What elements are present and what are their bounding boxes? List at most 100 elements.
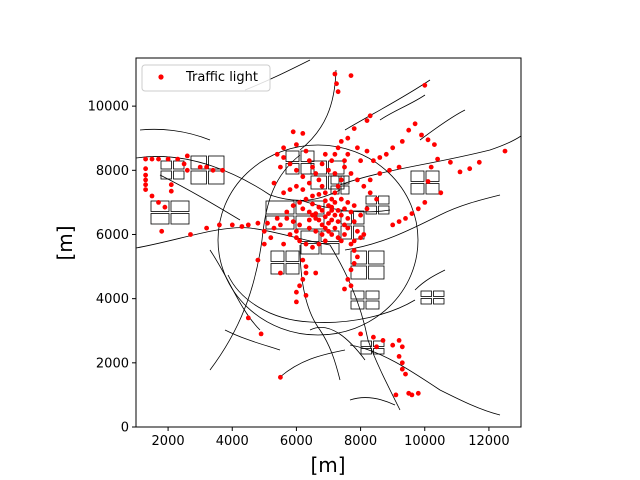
traffic-light-point bbox=[345, 277, 351, 282]
traffic-light-point bbox=[412, 121, 418, 127]
traffic-light-point bbox=[322, 198, 328, 204]
road-segment bbox=[349, 344, 501, 416]
traffic-light-point bbox=[367, 113, 373, 119]
building-block bbox=[150, 213, 170, 225]
y-tick-label: 0 bbox=[121, 421, 129, 436]
legend-marker bbox=[158, 74, 164, 80]
traffic-light-point bbox=[425, 179, 431, 184]
traffic-light-point bbox=[306, 217, 312, 223]
building-block bbox=[265, 200, 295, 215]
ring-road bbox=[217, 144, 419, 336]
building-block bbox=[270, 250, 285, 262]
traffic-light-point bbox=[332, 190, 338, 196]
traffic-light-point bbox=[432, 142, 437, 148]
building-block bbox=[425, 170, 440, 182]
traffic-light-point bbox=[335, 208, 341, 213]
traffic-light-point bbox=[156, 200, 161, 205]
traffic-light-point bbox=[338, 196, 344, 202]
x-tick-label: 4000 bbox=[216, 434, 249, 449]
traffic-light-point bbox=[316, 204, 322, 210]
traffic-light-point bbox=[332, 212, 338, 218]
traffic-light-point bbox=[399, 360, 405, 366]
traffic-light-point bbox=[181, 161, 187, 167]
traffic-light-point bbox=[387, 167, 392, 173]
traffic-light-point bbox=[306, 158, 312, 164]
traffic-light-point bbox=[390, 145, 396, 151]
traffic-light-point bbox=[338, 177, 344, 183]
traffic-light-point bbox=[329, 196, 335, 202]
traffic-light-point bbox=[345, 216, 351, 221]
traffic-light-point bbox=[345, 225, 351, 231]
traffic-light-point bbox=[380, 338, 386, 343]
road-segment bbox=[344, 79, 431, 131]
traffic-light-point bbox=[210, 167, 216, 173]
road-segment bbox=[159, 174, 241, 221]
traffic-light-point bbox=[313, 228, 319, 234]
road-segment bbox=[309, 327, 366, 361]
traffic-light-point bbox=[143, 172, 149, 178]
traffic-light-point bbox=[396, 219, 402, 225]
traffic-light-point bbox=[322, 190, 328, 196]
x-tick-label: 8000 bbox=[344, 434, 377, 449]
traffic-light-point bbox=[284, 209, 290, 215]
traffic-light-point bbox=[310, 201, 315, 207]
traffic-light-point bbox=[184, 153, 190, 159]
traffic-light-point bbox=[143, 156, 149, 162]
traffic-light-point bbox=[361, 232, 367, 237]
road-segment bbox=[227, 274, 416, 323]
traffic-light-point bbox=[364, 148, 370, 154]
traffic-light-point bbox=[316, 177, 322, 183]
traffic-light-point bbox=[377, 171, 383, 176]
traffic-light-point bbox=[168, 182, 174, 188]
building-block bbox=[350, 290, 365, 300]
traffic-light-point bbox=[326, 228, 331, 234]
legend: Traffic light bbox=[141, 64, 271, 92]
traffic-light-point bbox=[348, 283, 354, 289]
traffic-light-point bbox=[310, 164, 315, 170]
traffic-light-point bbox=[294, 167, 299, 173]
traffic-light-point bbox=[255, 220, 261, 226]
building-block bbox=[378, 205, 390, 215]
road-segment bbox=[349, 397, 396, 406]
traffic-light-point bbox=[300, 277, 306, 282]
traffic-light-point bbox=[255, 257, 261, 263]
traffic-light-point bbox=[355, 145, 360, 151]
traffic-light-point bbox=[294, 235, 299, 241]
traffic-light-point bbox=[303, 196, 309, 202]
traffic-light-point bbox=[332, 171, 338, 176]
road-segment bbox=[224, 329, 281, 351]
building-block bbox=[353, 210, 365, 225]
traffic-light-point bbox=[149, 156, 155, 162]
traffic-light-point bbox=[358, 158, 363, 164]
traffic-light-point bbox=[281, 145, 286, 151]
building-block bbox=[360, 340, 372, 347]
traffic-light-point bbox=[294, 299, 299, 305]
traffic-light-point bbox=[274, 216, 280, 221]
traffic-light-point bbox=[319, 208, 325, 213]
traffic-light-point bbox=[294, 142, 299, 148]
traffic-light-point bbox=[300, 131, 306, 136]
traffic-light-point bbox=[306, 180, 312, 186]
road-segment bbox=[299, 244, 341, 381]
traffic-light-point bbox=[338, 212, 344, 218]
traffic-light-point bbox=[409, 392, 415, 398]
traffic-light-point bbox=[329, 158, 335, 164]
traffic-light-point bbox=[377, 155, 383, 160]
road-segment bbox=[379, 94, 426, 121]
traffic-light-point bbox=[348, 171, 354, 176]
traffic-light-point bbox=[149, 193, 155, 199]
building-block bbox=[433, 290, 445, 297]
traffic-light-point bbox=[300, 206, 306, 212]
traffic-light-point bbox=[374, 196, 379, 202]
building-block bbox=[170, 200, 190, 212]
traffic-light-points bbox=[143, 71, 508, 398]
traffic-light-point bbox=[319, 222, 325, 228]
traffic-light-point bbox=[265, 220, 270, 226]
traffic-light-point bbox=[297, 283, 302, 289]
traffic-light-point bbox=[348, 241, 354, 247]
traffic-light-point bbox=[316, 192, 322, 197]
traffic-light-point bbox=[204, 225, 210, 231]
building-block bbox=[285, 150, 300, 162]
traffic-light-point bbox=[342, 206, 347, 212]
road-segment bbox=[139, 128, 211, 141]
